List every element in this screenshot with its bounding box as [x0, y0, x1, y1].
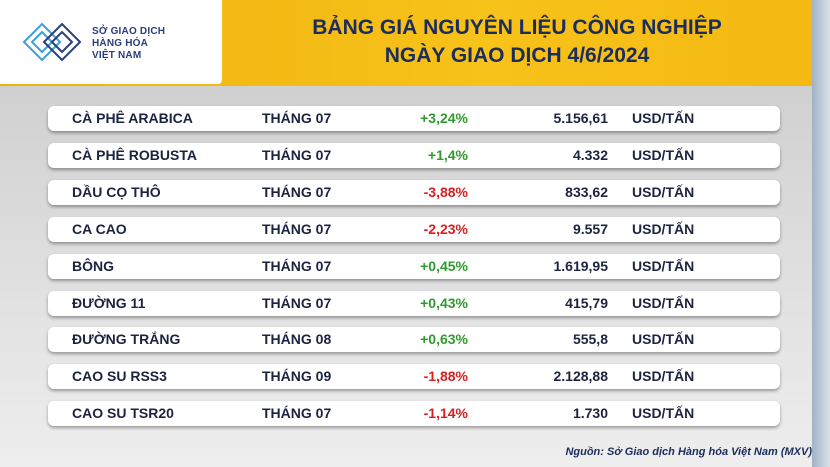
price: 5.156,61	[553, 110, 609, 126]
contract-month: THÁNG 08	[262, 331, 332, 348]
price: 4.332	[572, 146, 608, 163]
change: -2,23%	[423, 220, 468, 237]
unit: USD/TẤN	[632, 220, 695, 237]
item-name: CAO SU TSR20	[72, 405, 174, 422]
table-row: CÀ PHÊ ROBUSTA THÁNG 07 +1,4% 4.332 USD/TẤN	[48, 142, 780, 168]
title: BẢNG GIÁ NGUYÊN LIỆU CÔNG NGHIỆP	[312, 16, 722, 39]
item-name: DẦU CỌ THÔ	[72, 183, 161, 200]
table-row: ĐƯỜNG TRẮNG THÁNG 08 +0,63% 555,8 USD/TẤN	[48, 327, 780, 353]
unit: USD/TẤN	[632, 146, 695, 163]
contract-month: THÁNG 07	[262, 220, 332, 237]
table-row: CA CAO THÁNG 07 -2,23% 9.557 USD/TẤN	[48, 216, 780, 242]
change: -1,14%	[423, 405, 468, 422]
item-name: ĐƯỜNG TRẮNG	[72, 331, 181, 348]
change: -1,88%	[423, 368, 468, 385]
edge-strip	[812, 0, 830, 467]
table-row: ĐƯỜNG 11 THÁNG 07 +0,43% 415,79 USD/TẤN	[48, 290, 780, 316]
price: 1.619,95	[553, 257, 609, 274]
table-row: CÀ PHÊ ARABICA THÁNG 07 +3,24% 5.156,61 USD/…	[48, 106, 780, 131]
contract-month: THÁNG 07	[262, 146, 332, 163]
price: 2.128,88	[553, 368, 609, 385]
item-name: CA CAO	[72, 220, 127, 237]
change: +3,24%	[420, 110, 468, 126]
item-name: ĐƯỜNG 11	[72, 294, 146, 311]
unit: USD/TẤN	[632, 331, 695, 348]
table-row: CAO SU TSR20 THÁNG 07 -1,14% 1.730 USD/TẤN	[48, 401, 780, 427]
unit: USD/TẤN	[632, 405, 695, 422]
contract-month: THÁNG 07	[262, 110, 332, 126]
unit: USD/TẤN	[632, 183, 695, 200]
title: NGÀY GIAO DỊCH 4/6/2024	[384, 44, 650, 67]
contract-month: THÁNG 09	[262, 368, 332, 385]
unit: USD/TẤN	[632, 110, 695, 126]
table-row: DẦU CỌ THÔ THÁNG 07 -3,88% 833,62 USD/TẤN	[48, 179, 780, 205]
change: +0,43%	[420, 294, 468, 311]
table-row: BÔNG THÁNG 07 +0,45% 1.619,95 USD/TẤN	[48, 253, 780, 279]
logo-text: HÀNG HÓA	[92, 38, 149, 49]
logo-mark	[22, 22, 82, 62]
price: 415,79	[565, 294, 608, 311]
contract-month: THÁNG 07	[262, 294, 332, 311]
logo-text: VIỆT NAM	[92, 50, 142, 61]
item-name: BÔNG	[72, 257, 114, 274]
price: 1.730	[572, 405, 608, 422]
table-row: CAO SU RSS3 THÁNG 09 -1,88% 2.128,88 USD/TẤN	[48, 364, 780, 390]
change: +0,45%	[420, 257, 468, 274]
price: 9.557	[572, 220, 608, 237]
source: Nguồn: Sở Giao dịch Hàng hóa Việt Nam (M…	[565, 446, 812, 458]
contract-month: THÁNG 07	[262, 257, 332, 274]
contract-month: THÁNG 07	[262, 183, 332, 200]
price: 555,8	[572, 331, 608, 348]
logo-text: SỞ GIAO DỊCH	[92, 26, 166, 37]
contract-month: THÁNG 07	[262, 405, 332, 422]
unit: USD/TẤN	[632, 257, 695, 274]
unit: USD/TẤN	[632, 368, 695, 385]
item-name: CAO SU RSS3	[72, 368, 167, 385]
change: -3,88%	[423, 183, 468, 200]
item-name: CÀ PHÊ ROBUSTA	[72, 146, 197, 163]
logo: SỞ GIAO DỊCH HÀNG HÓA VIỆT NAM	[0, 0, 222, 84]
item-name: CÀ PHÊ ARABICA	[72, 110, 193, 126]
change: +1,4%	[427, 146, 468, 163]
price: 833,62	[565, 183, 608, 200]
change: +0,63%	[420, 331, 468, 348]
unit: USD/TẤN	[632, 294, 695, 311]
